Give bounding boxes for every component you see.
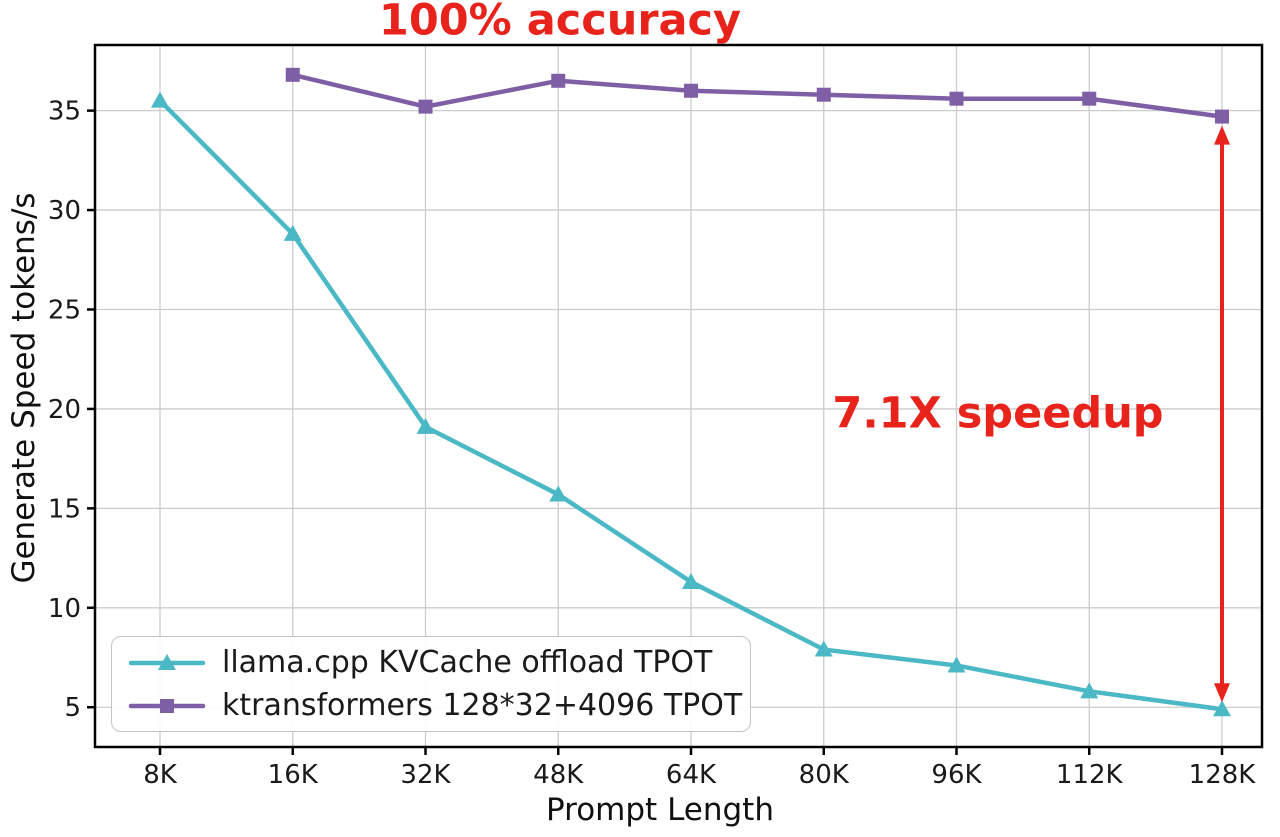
legend-label: llama.cpp KVCache offload TPOT: [222, 645, 713, 680]
y-tick-label: 15: [48, 494, 81, 524]
legend-item-0: llama.cpp KVCache offload TPOT: [128, 645, 750, 680]
y-tick-label: 20: [48, 395, 81, 425]
x-tick-label: 16K: [268, 760, 319, 790]
legend-square-marker-icon: [128, 698, 206, 713]
marker-square-icon: [1082, 91, 1097, 106]
plot-border: [93, 43, 1264, 749]
x-axis-label: Prompt Length: [546, 792, 774, 828]
legend: llama.cpp KVCache offload TPOT ktransform…: [111, 636, 751, 732]
marker-square-icon: [1215, 109, 1229, 124]
marker-square-icon: [949, 91, 964, 106]
marker-triangle-icon: [682, 572, 700, 589]
marker-square-icon: [684, 83, 698, 98]
x-tick-label: 48K: [533, 760, 584, 790]
marker-triangle-icon: [151, 91, 169, 108]
x-tick-label: 96K: [931, 760, 982, 790]
marker-triangle-icon: [1080, 682, 1099, 699]
marker-square-icon: [285, 67, 300, 82]
y-axis-label: Generate Speed tokens/s: [6, 192, 42, 584]
speedup-arrow-head-up-icon: [1214, 125, 1230, 145]
x-tick-label: 8K: [143, 760, 178, 790]
marker-square-icon: [418, 99, 433, 114]
x-tick-label: 112K: [1056, 760, 1124, 790]
marker-triangle-icon: [549, 485, 568, 502]
legend-label: ktransformers 128*32+4096 TPOT: [222, 688, 743, 723]
marker-square-icon: [551, 73, 566, 88]
y-tick-label: 30: [48, 196, 81, 226]
marker-triangle-icon: [416, 417, 435, 434]
speedup-annotation: 7.1X speedup: [832, 388, 1164, 439]
y-tick-label: 5: [64, 693, 81, 723]
accuracy-annotation: 100% accuracy: [378, 0, 742, 46]
marker-triangle-icon: [1213, 700, 1231, 717]
y-tick-label: 25: [48, 295, 81, 325]
marker-triangle-icon: [283, 224, 302, 241]
marker-square-icon: [816, 87, 831, 102]
y-tick-label: 10: [48, 594, 81, 624]
speedup-arrow-head-down-icon: [1214, 683, 1230, 703]
x-tick-label: 80K: [799, 760, 850, 790]
x-tick-label: 64K: [666, 760, 717, 790]
x-tick-label: 32K: [400, 760, 451, 790]
marker-triangle-icon: [814, 640, 833, 657]
legend-item-1: ktransformers 128*32+4096 TPOT: [128, 688, 750, 723]
marker-triangle-icon: [947, 656, 966, 673]
x-tick-label: 128K: [1189, 760, 1257, 790]
series-line-1: [290, 72, 1225, 119]
y-tick-label: 35: [48, 97, 81, 127]
legend-triangle-marker-icon: [128, 653, 206, 670]
